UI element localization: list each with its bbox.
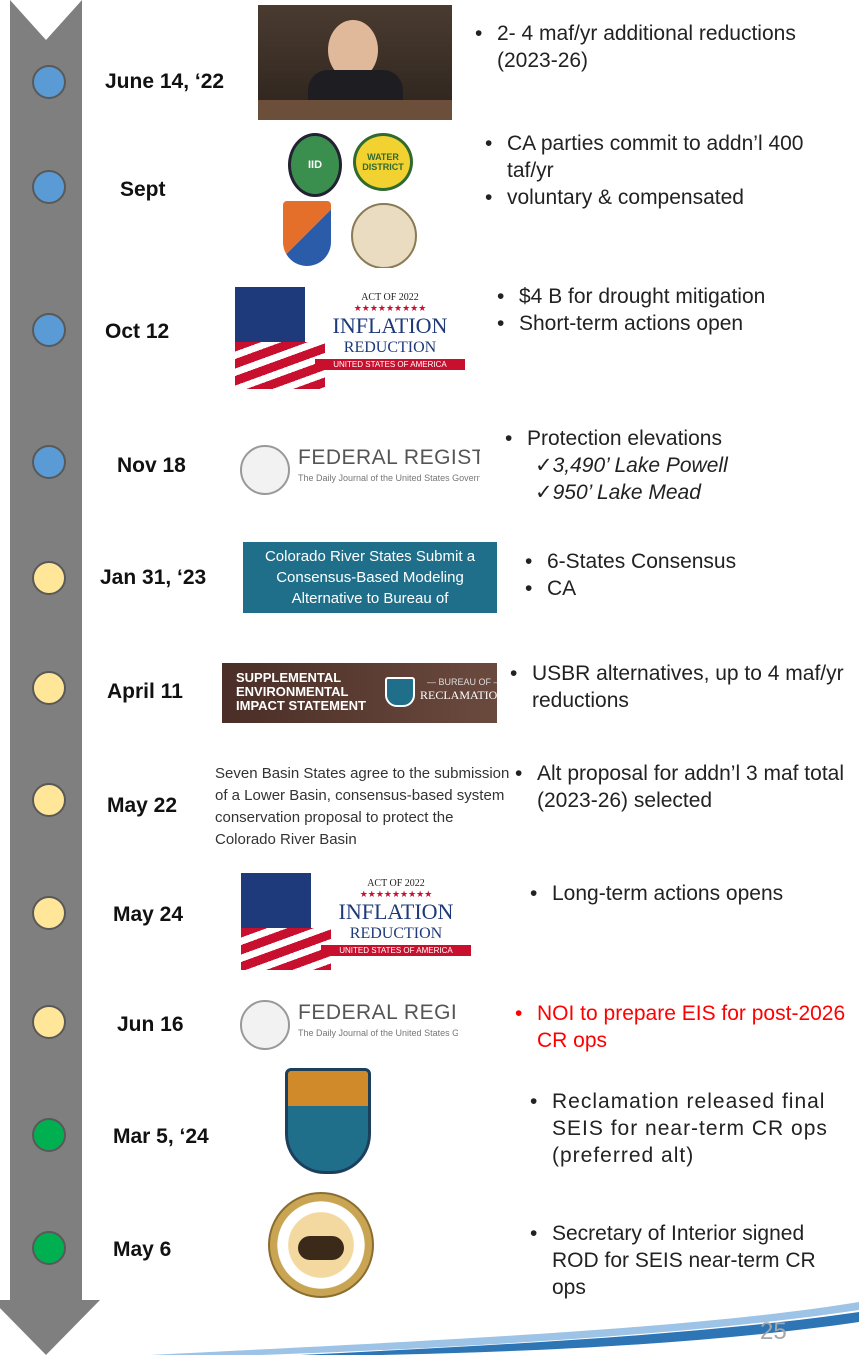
image-text: Seven Basin States agree to the submissi… [215, 765, 510, 848]
event-date: Nov 18 [117, 454, 186, 477]
image-text: ENVIRONMENTAL [236, 684, 349, 699]
timeline-dot [32, 561, 66, 595]
timeline-dot [32, 1118, 66, 1152]
bullet: Secretary of Interior signed ROD for SEI… [530, 1220, 852, 1301]
timeline-dot [32, 1231, 66, 1265]
event-date: April 11 [107, 680, 183, 703]
image-text: SUPPLEMENTAL [236, 670, 342, 685]
page-number: 25 [760, 1318, 787, 1345]
event-image: SUPPLEMENTAL ENVIRONMENTAL IMPACT STATEMEN… [222, 663, 497, 723]
banner [243, 542, 497, 613]
event-bullets: Long-term actions opens [530, 880, 852, 907]
image-text: INFLATION [338, 899, 454, 924]
bullet: CA parties commit to addn’l 400 taf/yr [485, 130, 852, 184]
bullet: Reclamation released final SEIS for near… [530, 1088, 852, 1169]
desk [258, 100, 452, 120]
event-image: ACT OF 2022 ★★★★★★★★★ INFLATION REDUCTION UN… [235, 287, 475, 389]
image-text: REDUCTION [343, 339, 437, 356]
event-image: FEDERAL REGISTER The Daily Journal of the… [240, 995, 458, 1055]
event-image: ACT OF 2022 ★★★★★★★★★ INFLATION REDUCTION UN… [241, 873, 471, 970]
bullet: Alt proposal for addn’l 3 maf total (202… [515, 760, 852, 814]
bullet: USBR alternatives, up to 4 maf/yr reduct… [510, 660, 852, 714]
image-text: REDUCTION [349, 925, 443, 942]
image-text: ACT OF 2022 [367, 878, 425, 889]
image-text: FEDERAL REGISTER [298, 1001, 458, 1024]
image-text: ACT OF 2022 [361, 292, 419, 303]
image-text: The Daily Journal of the United States G… [298, 1028, 458, 1038]
image-text: UNITED STATES OF AMERICA [315, 359, 465, 370]
event-image: Colorado River States Submit a Consensus… [243, 542, 497, 613]
seal [240, 1000, 290, 1050]
event-image: Seven Basin States agree to the submissi… [215, 763, 515, 855]
image-text: IMPACT STATEMENT [236, 698, 366, 713]
event-bullets: NOI to prepare EIS for post-2026 CR ops [515, 1000, 852, 1054]
event-date: Jun 16 [117, 1013, 184, 1036]
timeline-dot [32, 671, 66, 705]
logo: IID [288, 133, 342, 197]
event-image [268, 1192, 378, 1302]
image-text: RECLAMATION [420, 688, 497, 702]
bullet: Long-term actions opens [530, 880, 852, 907]
timeline-dot [32, 1005, 66, 1039]
event-bullets: Reclamation released final SEIS for near… [530, 1088, 852, 1169]
timeline-dot [32, 896, 66, 930]
event-bullets: Alt proposal for addn’l 3 maf total (202… [515, 760, 852, 814]
image-text: UNITED STATES OF AMERICA [321, 945, 471, 956]
flag-stripes [235, 342, 325, 389]
event-image: FEDERAL REGISTER The Daily Journal of the… [240, 440, 480, 500]
event-date: Jan 31, ‘23 [100, 566, 207, 589]
event-bullets: Protection elevations3,490’ Lake Powell9… [505, 425, 852, 506]
event-bullets: $4 B for drought mitigationShort-term ac… [497, 283, 852, 337]
bullet: $4 B for drought mitigation [497, 283, 852, 310]
logo [351, 203, 417, 268]
bison [298, 1236, 344, 1260]
event-bullets: USBR alternatives, up to 4 maf/yr reduct… [510, 660, 852, 714]
bullet: 6-States Consensus [525, 548, 852, 575]
bullet: CA [525, 575, 852, 602]
event-bullets: Secretary of Interior signed ROD for SEI… [530, 1220, 852, 1301]
image-text: FEDERAL REGISTER [298, 446, 480, 469]
event-date: May 22 [107, 794, 178, 817]
bullet: Short-term actions open [497, 310, 852, 337]
timeline-dot [32, 445, 66, 479]
bullet: 2- 4 maf/yr additional reductions (2023-… [475, 20, 852, 74]
event-image [258, 5, 452, 120]
timeline-dot [32, 783, 66, 817]
image-text: INFLATION [332, 313, 448, 338]
logo [285, 1068, 371, 1174]
image-text: Colorado River States Submit a Consensus… [264, 548, 476, 613]
seal [240, 445, 290, 495]
timeline-dot [32, 313, 66, 347]
event-date: Oct 12 [105, 320, 170, 343]
event-image: IID WATER DISTRICT [283, 133, 423, 268]
logo: WATER DISTRICT [353, 133, 413, 191]
event-date: May 24 [113, 903, 184, 926]
event-bullets: 2- 4 maf/yr additional reductions (2023-… [475, 20, 852, 74]
event-image [285, 1068, 373, 1178]
logo [283, 201, 331, 266]
flag-stripes [241, 928, 331, 970]
check-item: 3,490’ Lake Powell [505, 452, 852, 479]
bullet: NOI to prepare EIS for post-2026 CR ops [515, 1000, 852, 1054]
bullet: Protection elevations [505, 425, 852, 452]
timeline-dot [32, 170, 66, 204]
image-text: ★★★★★★★★★ [359, 889, 433, 899]
event-bullets: CA parties commit to addn’l 400 taf/yrvo… [485, 130, 852, 211]
image-text: The Daily Journal of the United States G… [298, 473, 480, 483]
logo [385, 677, 415, 707]
timeline-dot [32, 65, 66, 99]
event-date: June 14, ‘22 [105, 70, 225, 93]
image-text: ★★★★★★★★★ [353, 303, 427, 313]
swoosh [300, 1312, 859, 1355]
check-item: 950’ Lake Mead [505, 479, 852, 506]
event-date: May 6 [113, 1238, 172, 1261]
event-bullets: 6-States ConsensusCA [525, 548, 852, 602]
event-date: Mar 5, ‘24 [113, 1125, 209, 1148]
banner [222, 663, 497, 723]
event-date: Sept [120, 178, 166, 201]
bullet: voluntary & compensated [485, 184, 852, 211]
image-text: — BUREAU OF — [427, 677, 497, 687]
